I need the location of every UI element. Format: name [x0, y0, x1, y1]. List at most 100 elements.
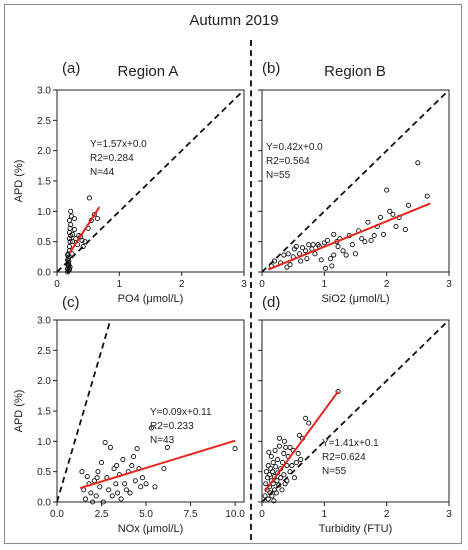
data-point-c — [94, 475, 100, 481]
data-point-c — [129, 463, 135, 469]
data-point-d — [276, 443, 283, 449]
data-point-c — [232, 446, 238, 452]
data-point-a — [79, 237, 85, 244]
data-point-c — [120, 456, 126, 463]
data-point-d — [335, 389, 341, 395]
data-point-b — [284, 264, 290, 270]
data-point-d — [276, 435, 283, 441]
data-point-b — [306, 242, 312, 248]
data-point-c — [132, 478, 138, 484]
data-point-d — [295, 450, 301, 457]
fit-line-b — [267, 202, 431, 271]
data-point-a — [65, 251, 71, 257]
data-point-c — [100, 499, 106, 505]
data-point-c — [139, 475, 146, 481]
data-point-b — [299, 245, 306, 251]
data-point-c — [131, 453, 137, 460]
data-point-c — [79, 469, 85, 475]
x-axis-label-c: NOx (μmol/L) — [118, 523, 184, 535]
x-tick-label-c: 10.0 — [225, 509, 245, 520]
x-tick-label-b: 1 — [322, 279, 328, 290]
data-point-a — [69, 251, 75, 257]
data-point-d — [270, 460, 276, 466]
fit-line-c — [79, 439, 236, 490]
data-point-b — [335, 243, 341, 250]
data-point-d — [284, 478, 290, 484]
data-point-d — [263, 481, 269, 487]
data-point-b — [310, 242, 316, 248]
data-point-c — [98, 460, 105, 466]
data-point-c — [148, 425, 154, 431]
data-point-d — [298, 456, 304, 463]
data-point-d — [266, 449, 272, 455]
panel-label-a: (a) — [62, 60, 80, 77]
data-point-d — [274, 478, 280, 484]
data-point-b — [298, 258, 304, 264]
fit-r2-a: R2=0.284 — [90, 153, 134, 164]
x-tick-label-c: 5.0 — [139, 509, 153, 520]
x-tick-label-c: 7.5 — [184, 509, 198, 520]
data-point-b — [365, 219, 371, 225]
y-tick-label-a: 3.0 — [37, 86, 51, 97]
data-point-b — [340, 248, 346, 254]
data-point-c — [118, 496, 124, 502]
data-point-c — [113, 481, 119, 487]
panel-label-d: (d) — [262, 294, 280, 311]
data-point-c — [143, 481, 149, 487]
data-point-a — [67, 264, 73, 270]
data-point-d — [265, 463, 271, 469]
fit-n-b: N=55 — [266, 170, 291, 181]
region-label-b: Region B — [324, 63, 386, 80]
region-label-a: Region A — [118, 63, 179, 80]
data-point-b — [271, 258, 278, 264]
data-point-b — [384, 187, 390, 193]
data-point-a — [82, 239, 88, 245]
data-point-d — [262, 493, 268, 499]
data-point-b — [285, 251, 291, 257]
data-point-b — [329, 263, 335, 269]
data-point-d — [287, 444, 293, 450]
data-point-a — [68, 213, 74, 219]
data-point-b — [318, 257, 324, 263]
data-point-b — [368, 237, 374, 244]
data-point-c — [106, 487, 112, 493]
data-point-a — [68, 208, 74, 214]
data-point-d — [287, 469, 293, 475]
data-point-a — [86, 195, 92, 201]
one-to-one-line-b — [262, 90, 449, 272]
y-tick-label-c: 2.0 — [37, 376, 51, 387]
data-point-d — [296, 432, 302, 438]
data-point-d — [289, 463, 295, 469]
data-point-d — [279, 487, 285, 493]
data-point-d — [270, 469, 276, 475]
y-tick-label-a: 0.5 — [37, 237, 51, 248]
data-point-c — [164, 444, 170, 450]
data-point-a — [66, 262, 72, 268]
data-point-d — [281, 450, 287, 457]
data-point-b — [303, 248, 309, 254]
data-point-c — [95, 469, 101, 475]
data-point-b — [393, 223, 399, 230]
fit-n-c: N=43 — [150, 435, 175, 446]
data-point-b — [281, 252, 287, 258]
fit-equation-c: Y=0.09x+0.11 — [150, 407, 212, 418]
data-point-c — [82, 496, 89, 502]
data-point-d — [276, 482, 282, 488]
x-tick-label-a: 1 — [117, 279, 123, 290]
y-tick-label-c: 3.0 — [37, 316, 51, 327]
data-point-b — [402, 226, 408, 233]
fit-line-d — [264, 390, 339, 492]
y-tick-label-c: 0.5 — [37, 467, 51, 478]
data-point-d — [263, 469, 269, 475]
data-point-d — [280, 460, 286, 466]
data-point-b — [323, 265, 329, 271]
data-point-b — [405, 202, 412, 208]
data-point-b — [343, 252, 349, 258]
data-point-c — [123, 487, 130, 493]
x-tick-label-d: 1 — [322, 509, 328, 520]
data-point-a — [67, 239, 73, 245]
y-tick-label-c: 2.5 — [37, 346, 51, 357]
data-point-d — [293, 460, 299, 466]
data-point-a — [66, 236, 73, 242]
data-point-b — [380, 231, 387, 237]
